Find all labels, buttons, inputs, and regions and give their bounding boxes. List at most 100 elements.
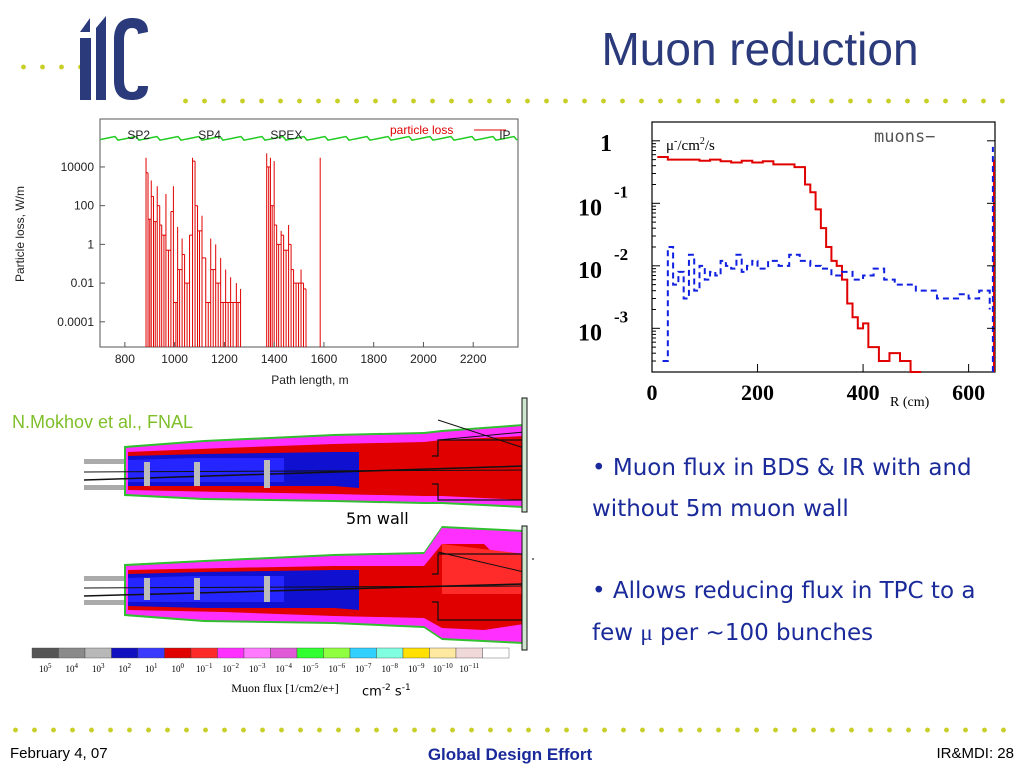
- colorbar-caption: Muon flux [1/cm2/e+]: [231, 681, 338, 695]
- x-ticks-group: 0 200 400 600: [647, 364, 985, 405]
- footer-date: February 4, 07: [10, 745, 108, 762]
- loss-spikes-group: [145, 153, 321, 347]
- colorbar-cell: [296, 647, 324, 659]
- bullet-list: • Muon flux in BDS & IR with and without…: [592, 448, 1012, 695]
- colorbar-cell: [111, 647, 139, 659]
- legend-label: particle loss: [390, 123, 453, 137]
- x-tick-label: 400: [847, 380, 880, 405]
- colorbar-label: 10−4: [276, 662, 293, 674]
- x-tick-label: 200: [741, 380, 774, 405]
- colorbar-label: 10−9: [408, 662, 425, 674]
- y-ticks-group: 1 10 -1 10 -2 10 -3: [578, 131, 995, 362]
- flux-map-bottom: [84, 525, 528, 651]
- colorbar-cell: [323, 647, 351, 659]
- y-tick-label: 1: [600, 131, 612, 157]
- y-ticks-group: 10000 100 1 0.01 0.0001: [57, 160, 105, 329]
- region-label: SP4: [198, 128, 221, 142]
- colorbar-label: 10−5: [302, 662, 319, 674]
- y-tick-label: 0.0001: [57, 315, 94, 329]
- y-tick-label: 1: [87, 237, 94, 251]
- decor-dots-footer: [6, 727, 1018, 733]
- colorbar-label: 10−6: [329, 662, 346, 674]
- x-axis-label: R (cm): [890, 395, 930, 410]
- colorbar-label: 105: [39, 662, 52, 674]
- flux-colorbar: 105 104 103 102 101 100 10−1 10−2 10−3 10−4 10−5 10…: [31, 647, 510, 695]
- x-tick-label: 0: [647, 380, 658, 405]
- colorbar-cell: [217, 647, 245, 659]
- series-line: [657, 156, 922, 373]
- flux-map-top: [84, 397, 528, 513]
- colorbar-label: 10−1: [196, 662, 213, 674]
- colorbar-label: 100: [172, 662, 185, 674]
- colorbar-label: 10−10: [433, 662, 453, 674]
- footer-page-number: IR&MDI: 28: [936, 745, 1014, 762]
- colorbar-cell: [190, 647, 218, 659]
- x-tick-label: 2000: [410, 352, 437, 366]
- y-tick-exponent: -3: [614, 307, 628, 326]
- wall-label: 5m wall: [346, 509, 409, 528]
- legend-label: muons−: [874, 127, 935, 147]
- colorbar-label: 10−11: [459, 662, 479, 674]
- colorbar-label: 101: [145, 662, 158, 674]
- footer-center-text: Global Design Effort: [427, 745, 593, 764]
- x-tick-label: 800: [115, 352, 135, 366]
- x-tick-label: 1400: [261, 352, 288, 366]
- colorbar-cell: [31, 647, 59, 659]
- colorbar-cell: [164, 647, 192, 659]
- colorbar-label: 10−3: [249, 662, 266, 674]
- colorbar-cell: [58, 647, 86, 659]
- colorbar-cell: [482, 647, 510, 659]
- colorbar-cell: [84, 647, 112, 659]
- colorbar-cell: [243, 647, 271, 659]
- colorbar-cells: [31, 647, 510, 659]
- x-ticks-group: 800 1000 1200 1400 1600 1800 2000 2200: [115, 342, 487, 366]
- region-labels-group: SP2 SP4 SPEX IP: [127, 128, 510, 142]
- y-tick-label: 10: [578, 195, 602, 221]
- region-label: IP: [499, 128, 510, 142]
- y-tick-label: 0.01: [71, 276, 95, 290]
- baseline-line: [99, 135, 518, 141]
- y-axis-label: Particle loss, W/m: [13, 186, 27, 282]
- y-tick-exponent: -1: [614, 182, 628, 201]
- decor-dots-left: [14, 64, 129, 70]
- plot-frame: [99, 118, 519, 348]
- colorbar-cell: [270, 647, 298, 659]
- baseline-series-group: [99, 135, 518, 141]
- y-tick-label: 10: [578, 320, 602, 346]
- region-label: SPEX: [270, 128, 302, 142]
- colorbar-label: 104: [66, 662, 79, 674]
- colorbar-label: 102: [119, 662, 132, 674]
- bullet-2: • Allows reducing flux in TPC to a few μ…: [592, 578, 976, 646]
- y-tick-label: 100: [74, 199, 94, 213]
- particle-loss-chart: 10000 100 1 0.01 0.0001 800 1000 1200 1400 1600 1…: [13, 118, 519, 387]
- ilc-logo-graphic: [80, 16, 148, 100]
- decor-dots-header: [176, 98, 1016, 104]
- x-axis-label: Path length, m: [271, 373, 348, 387]
- colorbar-cell: [455, 647, 483, 659]
- y-tick-label: 10: [578, 258, 602, 284]
- y-tick-label: 10000: [61, 160, 95, 174]
- x-tick-label: 600: [952, 380, 985, 405]
- colorbar-cell: [349, 647, 377, 659]
- x-tick-label: 1200: [211, 352, 238, 366]
- slide-title: Muon reduction: [601, 23, 919, 75]
- colorbar-cell: [402, 647, 430, 659]
- flux-maps: 5m wall 1 100: [84, 397, 534, 651]
- muon-flux-chart: 1 10 -1 10 -2 10 -3 0 200 400 600 μ-/cm2/s muons−…: [578, 121, 996, 410]
- colorbar-cell: [137, 647, 165, 659]
- colorbar-label: 10−8: [382, 662, 399, 674]
- x-tick-label: 1000: [161, 352, 188, 366]
- plot-frame: [651, 121, 996, 373]
- colorbar-label: 10−2: [223, 662, 240, 674]
- credit-text: N.Mokhov et al., FNAL: [12, 412, 194, 432]
- colorbar-label: 10−7: [355, 662, 372, 674]
- x-tick-label: 1800: [360, 352, 387, 366]
- series-line: [662, 246, 991, 362]
- x-tick-label: 1600: [311, 352, 338, 366]
- colorbar-cell: [429, 647, 457, 659]
- region-label: SP2: [127, 128, 150, 142]
- y-tick-exponent: -2: [614, 245, 628, 264]
- x-tick-label: 2200: [460, 352, 487, 366]
- colorbar-labels: 105 104 103 102 101 100 10−1 10−2 10−3 10−4 10−5 10…: [39, 662, 480, 674]
- bullet-1: • Muon flux in BDS & IR with and without…: [592, 455, 972, 522]
